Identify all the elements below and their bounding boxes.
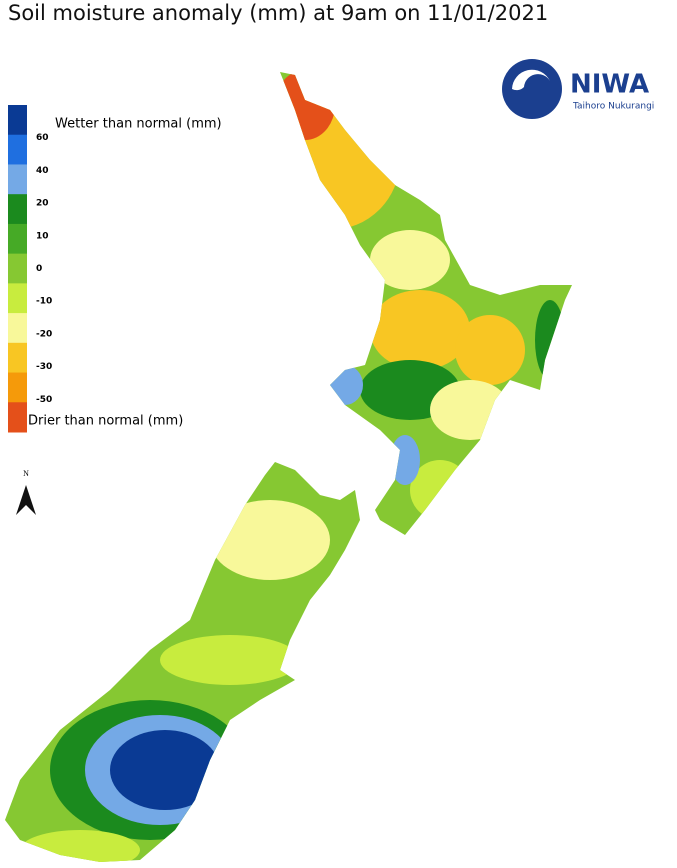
legend-swatch: [8, 164, 27, 195]
legend-tick-label: -20: [36, 329, 52, 339]
legend-tick-label: 60: [36, 133, 49, 143]
legend-bottom-label: Drier than normal (mm): [28, 414, 183, 429]
legend-swatch: [8, 223, 27, 255]
legend-swatch: [8, 313, 27, 344]
legend-top-label: Wetter than normal (mm): [55, 117, 222, 132]
legend-tick-label: -10: [36, 297, 52, 307]
legend-swatch: [8, 372, 27, 403]
legend-swatch: [8, 253, 27, 284]
legend-tick-label: 0: [36, 264, 42, 274]
legend: 60 40 20 10 0 -10 -20 -30 -50 Wetter than normal …: [8, 105, 222, 433]
north-island: [280, 72, 572, 535]
legend-swatch: [8, 402, 27, 433]
north-arrow: [16, 485, 36, 515]
legend-swatch: [8, 283, 27, 314]
logo: NIWA Taihoro Nukurangi: [502, 59, 654, 119]
legend-tick-label: -50: [36, 395, 52, 405]
south-island: [5, 462, 360, 862]
legend-swatch: [8, 105, 27, 136]
legend-tick-label: 40: [36, 166, 49, 176]
legend-swatch: [8, 194, 27, 225]
legend-swatch: [8, 134, 27, 165]
legend-tick-label: -30: [36, 362, 52, 372]
north-label: N: [23, 469, 29, 478]
legend-swatch: [8, 342, 27, 374]
logo-name: NIWA: [570, 70, 649, 100]
legend-tick-label: 20: [36, 199, 49, 209]
logo-tagline: Taihoro Nukurangi: [572, 102, 654, 112]
title: Soil moisture anomaly (mm) at 9am on 11/…: [8, 1, 548, 25]
legend-tick-label: 10: [36, 231, 49, 241]
